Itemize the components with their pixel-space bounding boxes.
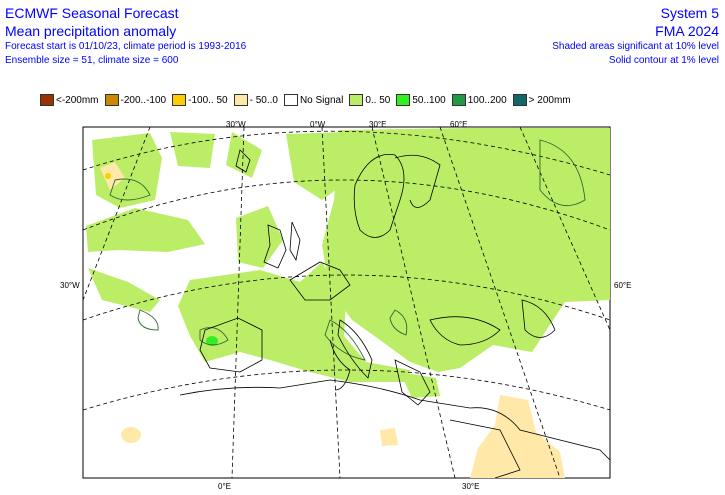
legend-swatch xyxy=(451,94,466,106)
legend: <-200mm -200..-100 -100.. 50 - 50..0 No Sign… xyxy=(40,93,577,107)
legend-swatch xyxy=(172,94,187,106)
legend-label: 100..200 xyxy=(467,94,507,106)
ensemble-info: Ensemble size = 51, climate size = 600 xyxy=(5,55,179,66)
label-top-0: 0°W xyxy=(310,120,326,129)
strong-anomaly-spot xyxy=(206,336,218,346)
legend-swatch xyxy=(349,94,364,106)
legend-label: <-200mm xyxy=(56,94,99,106)
legend-item: 100..200 xyxy=(451,94,507,106)
legend-item: No Signal xyxy=(283,94,344,106)
header-right: System 5 FMA 2024 Shaded areas significa… xyxy=(552,4,719,68)
legend-item: -100.. 50 xyxy=(172,94,228,106)
legend-label: -200..-100 xyxy=(120,94,167,106)
moderate-negative-spot xyxy=(105,173,111,179)
label-top-60e: 60°E xyxy=(450,120,467,129)
label-bottom-30e: 30°E xyxy=(462,482,479,491)
legend-swatch xyxy=(396,94,411,106)
legend-item: > 200mm xyxy=(512,94,571,106)
legend-swatch xyxy=(104,94,119,106)
label-top-30w: 30°W xyxy=(226,120,246,129)
legend-label: 0.. 50 xyxy=(365,94,391,106)
label-right-60e: 60°E xyxy=(614,281,631,290)
legend-label: 50..100 xyxy=(412,94,446,106)
legend-item: - 50..0 xyxy=(233,94,278,106)
header-left: ECMWF Seasonal Forecast Mean precipitati… xyxy=(5,4,246,68)
label-left-30w: 30°W xyxy=(60,281,80,290)
legend-swatch xyxy=(512,94,527,106)
label-bottom-0: 0°E xyxy=(218,482,231,491)
legend-swatch xyxy=(233,94,248,106)
legend-label: No Signal xyxy=(299,94,344,106)
significance-contours xyxy=(109,139,586,361)
legend-item: 50..100 xyxy=(396,94,446,106)
period-label: FMA 2024 xyxy=(655,23,719,39)
legend-swatch xyxy=(40,94,54,106)
legend-item: -200..-100 xyxy=(104,94,167,106)
legend-label: > 200mm xyxy=(528,94,571,106)
system-label: System 5 xyxy=(660,5,719,21)
chart-subtitle: Mean precipitation anomaly xyxy=(5,23,177,39)
legend-label: -100.. 50 xyxy=(188,94,228,106)
legend-label: - 50..0 xyxy=(249,94,278,106)
legend-swatch xyxy=(283,94,298,106)
significance-shaded: Shaded areas significant at 10% level xyxy=(552,41,719,52)
coastlines xyxy=(179,149,611,479)
label-top-30e: 30°E xyxy=(369,120,386,129)
negative-anomaly-shading xyxy=(100,162,565,478)
legend-item: <-200mm xyxy=(40,94,99,106)
legend-item: 0.. 50 xyxy=(349,94,390,106)
forecast-info: Forecast start is 01/10/23, climate peri… xyxy=(5,41,247,52)
significance-contour: Solid contour at 1% level xyxy=(608,55,719,66)
chart-title: ECMWF Seasonal Forecast xyxy=(5,5,179,21)
graticule xyxy=(82,126,611,479)
